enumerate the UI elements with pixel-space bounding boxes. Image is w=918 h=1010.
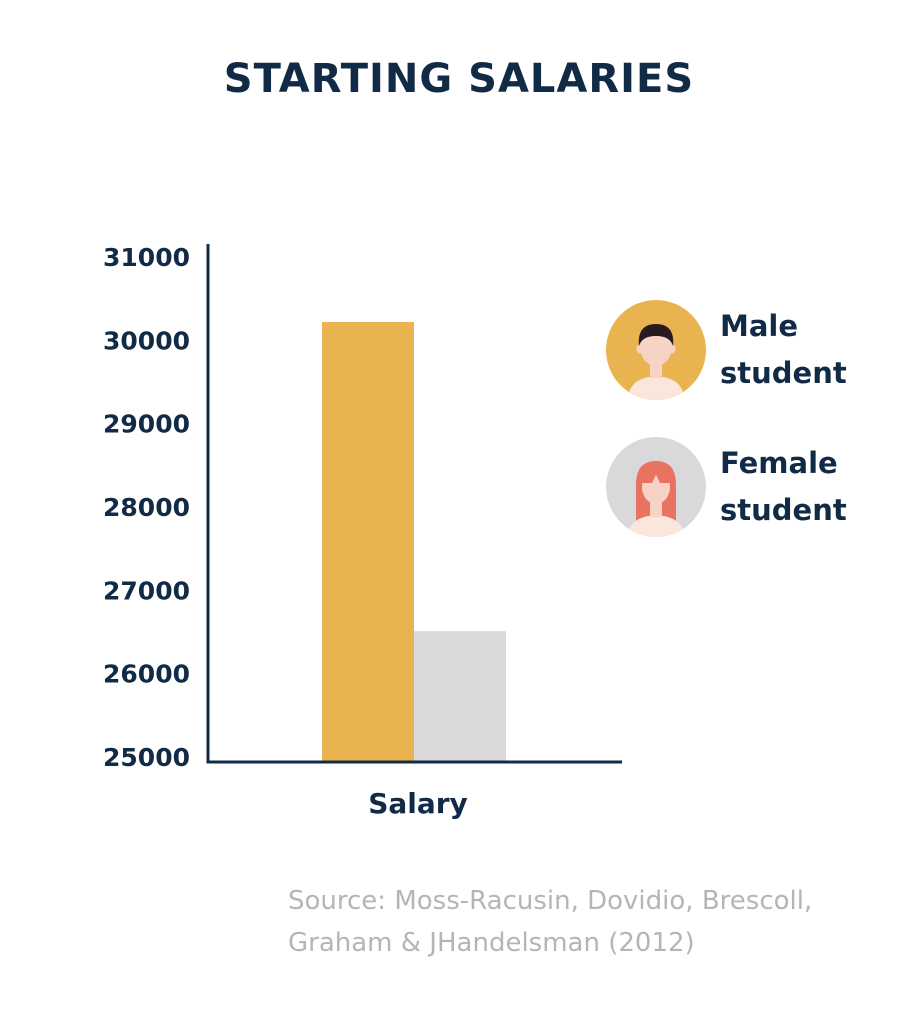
bar-female-student [414,631,506,762]
legend-label-male-line1: Male [720,309,799,343]
y-tick-label: 30000 [103,326,190,355]
y-tick-label: 28000 [103,493,190,522]
legend-label-male-line2: student [720,356,847,390]
legend-label-female: Female student [720,440,890,534]
y-tick-label: 26000 [103,660,190,689]
legend-item-female: Female student [606,437,890,537]
y-tick-label: 31000 [103,243,190,272]
chart-title: STARTING SALARIES [223,56,695,102]
male-student-icon [606,300,706,400]
legend-label-female-line2: student [720,493,847,527]
source-line2: Graham & JHandelsman (2012) [288,928,695,958]
female-student-icon [606,437,706,537]
legend-item-male: Male student [606,300,890,400]
bar-male-student [322,322,414,762]
source-line1: Source: Moss-Racusin, Dovidio, Brescoll, [288,886,813,916]
legend-label-male: Male student [720,303,890,397]
y-tick-label: 25000 [103,743,190,772]
source-note: Source: Moss-Racusin, Dovidio, Brescoll,… [288,880,888,964]
x-axis-label: Salary [368,787,468,820]
y-tick-label: 29000 [103,410,190,439]
y-axis-ticks: 31000 30000 29000 28000 27000 26000 25000 [103,243,190,772]
y-tick-label: 27000 [103,576,190,605]
legend-label-female-line1: Female [720,446,838,480]
bars [322,322,506,762]
